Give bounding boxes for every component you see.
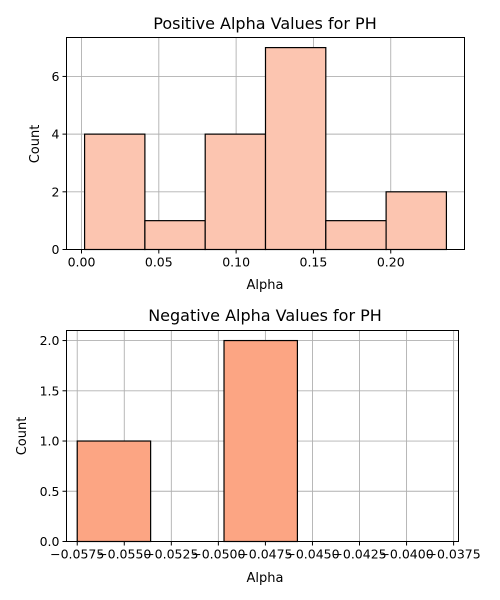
- x-tick-label: −0.0575: [50, 547, 104, 562]
- chart-title: Positive Alpha Values for PH: [153, 14, 376, 33]
- y-tick-label: 4: [52, 127, 60, 142]
- chart-title: Negative Alpha Values for PH: [148, 306, 382, 325]
- y-tick-label: 2.0: [40, 333, 60, 348]
- histogram-bar: [144, 220, 206, 251]
- bars: [76, 339, 299, 543]
- y-tick-label: 0.0: [40, 534, 60, 549]
- histogram-bar: [76, 440, 152, 543]
- x-tick-label: −0.0400: [379, 547, 433, 562]
- positive-alpha-histogram: Positive Alpha Values for PH 0.00 0.05 0.1…: [28, 14, 465, 293]
- x-tick-label: −0.0525: [144, 547, 198, 562]
- x-tick-label: −0.0450: [285, 547, 339, 562]
- x-tick-label: 0.10: [222, 255, 250, 270]
- x-tick-label: −0.0475: [238, 547, 292, 562]
- x-tick-label: 0.00: [68, 255, 96, 270]
- x-tick-label: 0.15: [300, 255, 328, 270]
- bars: [83, 46, 448, 251]
- ticks: 0.00 0.05 0.10 0.15 0.20 0 2 4 6: [52, 69, 405, 270]
- x-axis-label: Alpha: [247, 278, 284, 293]
- histogram-bar: [325, 220, 387, 251]
- y-tick-label: 0.5: [40, 484, 60, 499]
- histogram-bar: [83, 133, 146, 251]
- plot-frame: [66, 330, 459, 542]
- negative-alpha-histogram: Negative Alpha Values for PH −0.0575−0.0…: [15, 306, 481, 586]
- y-tick-label: 6: [52, 69, 60, 84]
- histogram-bar: [385, 191, 448, 251]
- x-tick-label: −0.0425: [332, 547, 386, 562]
- histogram-bar: [204, 133, 267, 251]
- histogram-bar: [223, 339, 299, 543]
- histogram-bar: [264, 46, 327, 251]
- y-axis-label: Count: [28, 125, 43, 164]
- plot-frame: [66, 37, 465, 250]
- y-axis-label: Count: [15, 417, 30, 456]
- x-tick-label: −0.0500: [191, 547, 245, 562]
- ticks: −0.0575−0.0550−0.0525−0.0500−0.0475−0.04…: [40, 333, 481, 561]
- x-tick-label: 0.05: [145, 255, 173, 270]
- x-axis-label: Alpha: [247, 571, 284, 586]
- y-tick-label: 0: [52, 242, 60, 257]
- x-tick-label: −0.0375: [426, 547, 480, 562]
- x-tick-label: −0.0550: [97, 547, 151, 562]
- y-tick-label: 1.0: [40, 434, 60, 449]
- y-tick-label: 2: [52, 184, 60, 199]
- x-tick-label: 0.20: [377, 255, 405, 270]
- y-tick-label: 1.5: [40, 383, 60, 398]
